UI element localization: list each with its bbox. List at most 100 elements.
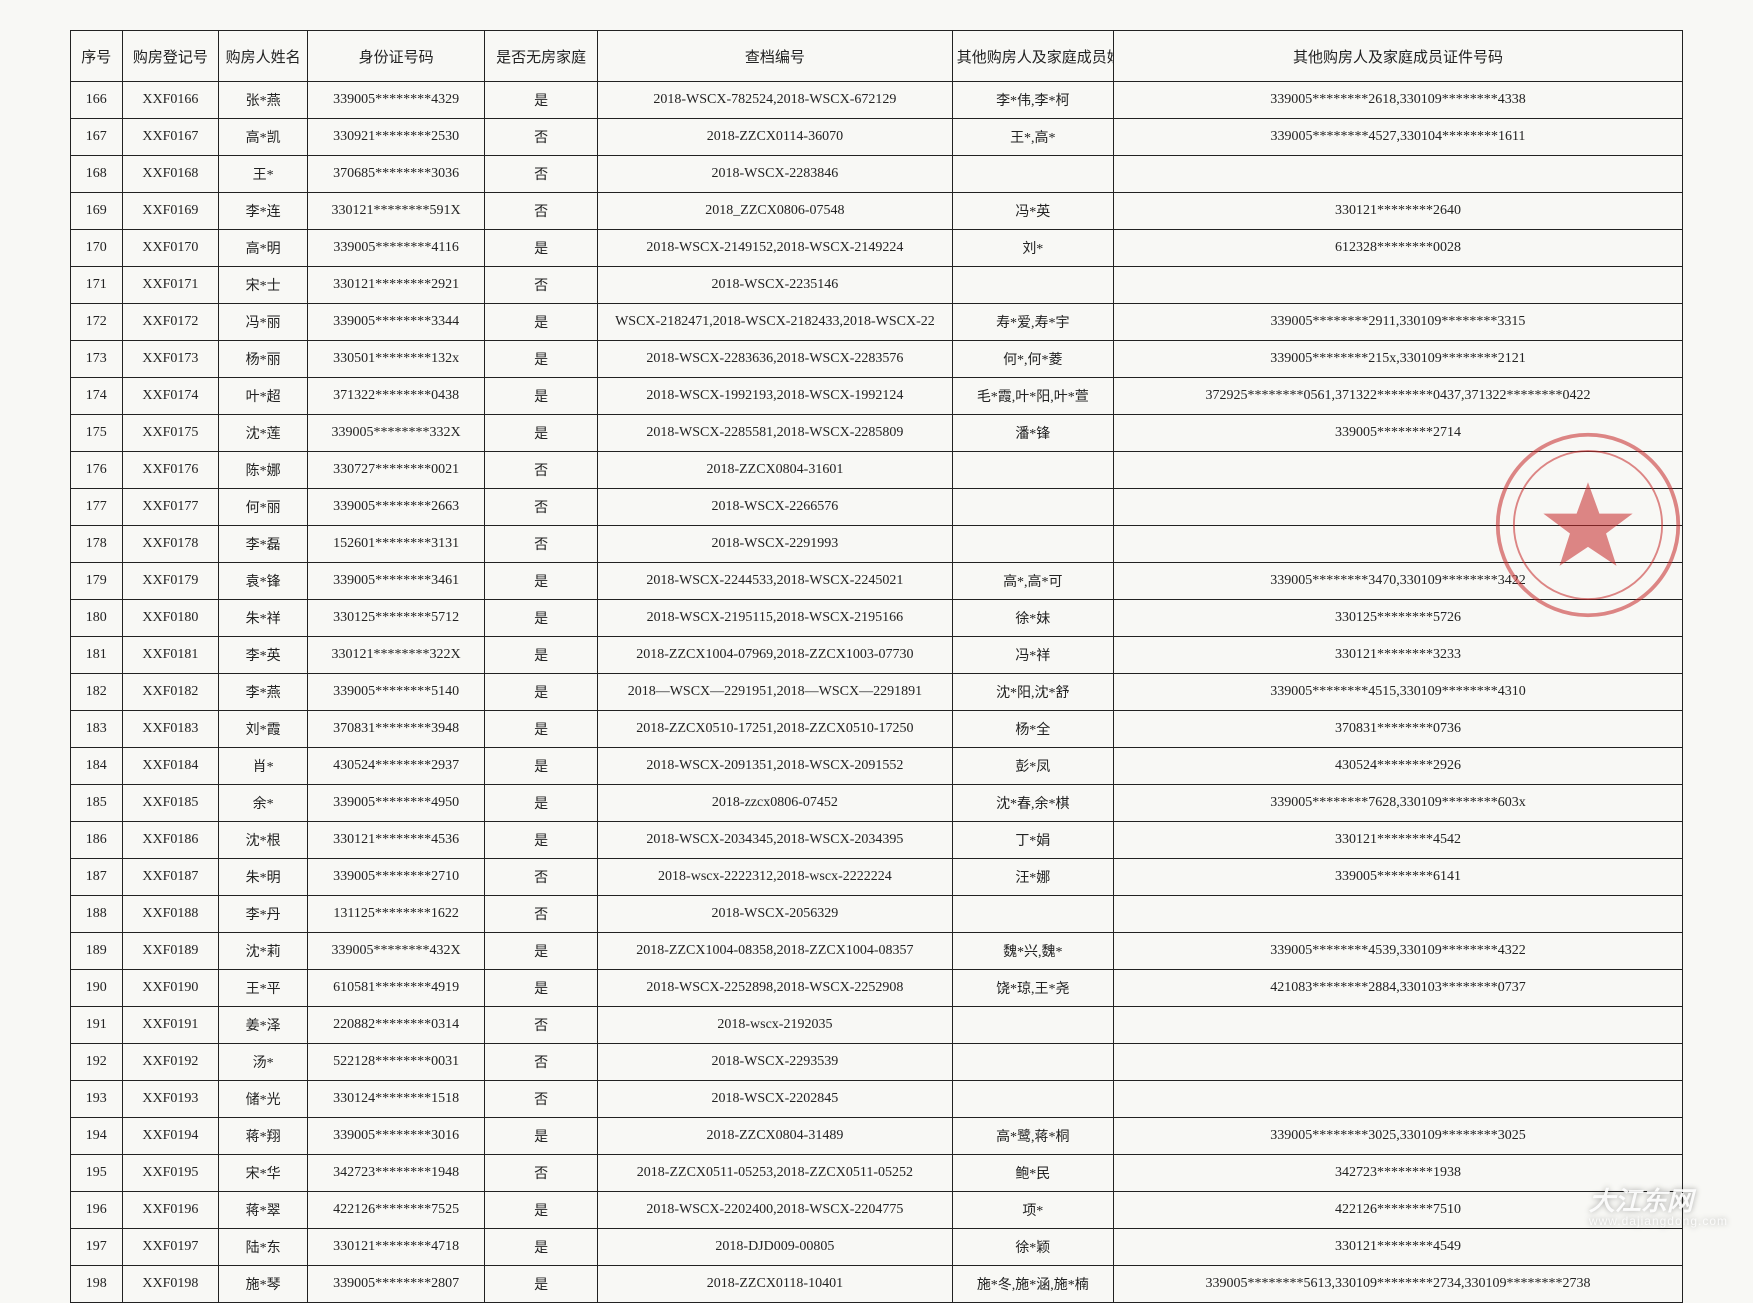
- cell-nohouse: 是: [485, 785, 598, 822]
- cell-id: 330121********2921: [307, 267, 484, 304]
- cell-others: 沈*春,余*棋: [952, 785, 1113, 822]
- cell-reg: XXF0198: [122, 1266, 219, 1303]
- cell-name: 朱*祥: [219, 600, 308, 637]
- cell-reg: XXF0181: [122, 637, 219, 674]
- cell-others: 冯*英: [952, 193, 1113, 230]
- cell-otherids: 422126********7510: [1113, 1192, 1682, 1229]
- cell-otherids: 372925********0561,371322********0437,37…: [1113, 378, 1682, 415]
- cell-reg: XXF0183: [122, 711, 219, 748]
- cell-archive: 2018-WSCX-2293539: [598, 1044, 953, 1081]
- table-row: 184XXF0184肖*430524********2937是2018-WSCX…: [71, 748, 1683, 785]
- cell-reg: XXF0184: [122, 748, 219, 785]
- col-seq: 序号: [71, 31, 123, 82]
- table-row: 177XXF0177何*丽339005********2663否2018-WSC…: [71, 489, 1683, 526]
- cell-seq: 180: [71, 600, 123, 637]
- cell-nohouse: 是: [485, 1192, 598, 1229]
- cell-otherids: 339005********2911,330109********3315: [1113, 304, 1682, 341]
- cell-otherids: 330121********4549: [1113, 1229, 1682, 1266]
- cell-reg: XXF0174: [122, 378, 219, 415]
- cell-id: 330124********1518: [307, 1081, 484, 1118]
- cell-seq: 167: [71, 119, 123, 156]
- cell-nohouse: 否: [485, 526, 598, 563]
- cell-others: 冯*祥: [952, 637, 1113, 674]
- cell-seq: 178: [71, 526, 123, 563]
- cell-archive: 2018-WSCX-1992193,2018-WSCX-1992124: [598, 378, 953, 415]
- cell-archive: 2018-WSCX-2235146: [598, 267, 953, 304]
- cell-otherids: 421083********2884,330103********0737: [1113, 970, 1682, 1007]
- table-row: 182XXF0182李*燕339005********5140是2018—WSC…: [71, 674, 1683, 711]
- cell-name: 叶*超: [219, 378, 308, 415]
- cell-name: 陈*娜: [219, 452, 308, 489]
- registration-table: 序号购房登记号购房人姓名身份证号码是否无房家庭查档编号其他购房人及家庭成员姓名其…: [70, 30, 1683, 1303]
- cell-otherids: 330121********4542: [1113, 822, 1682, 859]
- cell-archive: 2018-WSCX-2202845: [598, 1081, 953, 1118]
- cell-reg: XXF0172: [122, 304, 219, 341]
- cell-otherids: 339005********215x,330109********2121: [1113, 341, 1682, 378]
- cell-archive: 2018-ZZCX0114-36070: [598, 119, 953, 156]
- cell-others: [952, 1007, 1113, 1044]
- cell-reg: XXF0194: [122, 1118, 219, 1155]
- cell-archive: 2018-WSCX-2091351,2018-WSCX-2091552: [598, 748, 953, 785]
- cell-reg: XXF0189: [122, 933, 219, 970]
- table-row: 180XXF0180朱*祥330125********5712是2018-WSC…: [71, 600, 1683, 637]
- cell-otherids: 339005********2714: [1113, 415, 1682, 452]
- cell-seq: 170: [71, 230, 123, 267]
- cell-archive: 2018-WSCX-2034345,2018-WSCX-2034395: [598, 822, 953, 859]
- cell-name: 宋*华: [219, 1155, 308, 1192]
- cell-id: 330501********132x: [307, 341, 484, 378]
- col-name: 购房人姓名: [219, 31, 308, 82]
- cell-nohouse: 是: [485, 970, 598, 1007]
- cell-reg: XXF0170: [122, 230, 219, 267]
- cell-otherids: [1113, 267, 1682, 304]
- cell-archive: 2018-ZZCX0804-31489: [598, 1118, 953, 1155]
- cell-otherids: [1113, 896, 1682, 933]
- cell-archive: 2018-WSCX-2056329: [598, 896, 953, 933]
- cell-others: 王*,高*: [952, 119, 1113, 156]
- cell-otherids: 339005********4527,330104********1611: [1113, 119, 1682, 156]
- cell-archive: 2018-WSCX-2202400,2018-WSCX-2204775: [598, 1192, 953, 1229]
- cell-seq: 171: [71, 267, 123, 304]
- cell-others: 饶*琼,王*尧: [952, 970, 1113, 1007]
- cell-archive: 2018-WSCX-2252898,2018-WSCX-2252908: [598, 970, 953, 1007]
- cell-id: 152601********3131: [307, 526, 484, 563]
- table-row: 188XXF0188李*丹131125********1622否2018-WSC…: [71, 896, 1683, 933]
- cell-seq: 189: [71, 933, 123, 970]
- cell-otherids: 339005********3470,330109********3422: [1113, 563, 1682, 600]
- cell-otherids: 330121********3233: [1113, 637, 1682, 674]
- cell-reg: XXF0177: [122, 489, 219, 526]
- cell-others: [952, 267, 1113, 304]
- cell-reg: XXF0196: [122, 1192, 219, 1229]
- table-row: 190XXF0190王*平610581********4919是2018-WSC…: [71, 970, 1683, 1007]
- cell-seq: 190: [71, 970, 123, 1007]
- cell-name: 李*磊: [219, 526, 308, 563]
- cell-nohouse: 是: [485, 711, 598, 748]
- cell-reg: XXF0188: [122, 896, 219, 933]
- cell-nohouse: 是: [485, 1229, 598, 1266]
- cell-reg: XXF0192: [122, 1044, 219, 1081]
- cell-seq: 191: [71, 1007, 123, 1044]
- cell-id: 339005********5140: [307, 674, 484, 711]
- cell-name: 姜*泽: [219, 1007, 308, 1044]
- table-row: 186XXF0186沈*根330121********4536是2018-WSC…: [71, 822, 1683, 859]
- cell-others: 项*: [952, 1192, 1113, 1229]
- cell-id: 430524********2937: [307, 748, 484, 785]
- cell-reg: XXF0178: [122, 526, 219, 563]
- cell-name: 陆*东: [219, 1229, 308, 1266]
- cell-reg: XXF0182: [122, 674, 219, 711]
- table-row: 172XXF0172冯*丽339005********3344是WSCX-218…: [71, 304, 1683, 341]
- cell-seq: 193: [71, 1081, 123, 1118]
- cell-nohouse: 否: [485, 1007, 598, 1044]
- cell-otherids: 339005********4539,330109********4322: [1113, 933, 1682, 970]
- table-row: 173XXF0173杨*丽330501********132x是2018-WSC…: [71, 341, 1683, 378]
- cell-nohouse: 否: [485, 859, 598, 896]
- table-row: 192XXF0192汤*522128********0031否2018-WSCX…: [71, 1044, 1683, 1081]
- cell-others: [952, 1081, 1113, 1118]
- cell-seq: 174: [71, 378, 123, 415]
- cell-id: 610581********4919: [307, 970, 484, 1007]
- cell-id: 370685********3036: [307, 156, 484, 193]
- cell-nohouse: 否: [485, 156, 598, 193]
- cell-reg: XXF0180: [122, 600, 219, 637]
- cell-name: 王*: [219, 156, 308, 193]
- cell-id: 339005********332X: [307, 415, 484, 452]
- cell-name: 余*: [219, 785, 308, 822]
